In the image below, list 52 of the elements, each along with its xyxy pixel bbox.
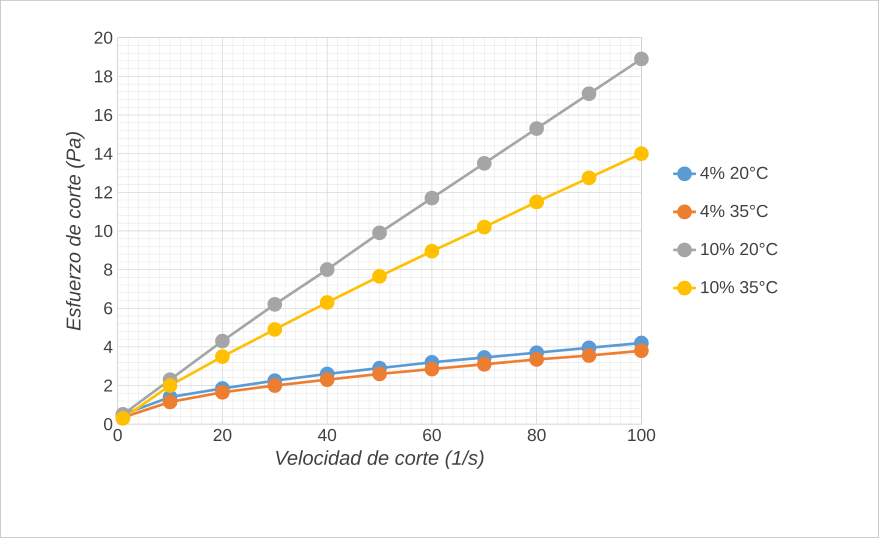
point [372, 366, 387, 382]
point [162, 394, 178, 410]
x-tick-label: 60 [423, 428, 441, 442]
x-tick-label: 20 [214, 428, 232, 442]
point [424, 362, 440, 376]
point [476, 220, 492, 234]
x-tick-label: 0 [114, 428, 122, 442]
legend-label: 10% 35°C [701, 281, 778, 294]
x-tick-label: 100 [628, 428, 656, 442]
point [372, 226, 387, 240]
point [215, 334, 230, 348]
point [634, 52, 649, 66]
y-tick-label: 20 [94, 32, 112, 44]
y-tick-label: 10 [95, 224, 112, 238]
x-axis-title: Velocidad de corte (1/s) [276, 450, 484, 469]
point [634, 343, 649, 358]
y-tick-label: 2 [104, 380, 112, 392]
y-tick-label: 6 [104, 302, 112, 314]
point [320, 372, 334, 388]
y-tick-label: 8 [104, 264, 112, 276]
point [582, 86, 596, 102]
point [372, 269, 387, 284]
legend-label: 4% 35°C [700, 204, 768, 218]
point [529, 121, 544, 136]
point [424, 190, 440, 206]
y-tick-label: 12 [95, 186, 112, 198]
point [267, 322, 282, 337]
x-tick-label: 80 [528, 428, 546, 442]
y-axis-title: Esfuerzo de corte (Pa) [66, 132, 85, 330]
y-tick-label: 16 [95, 108, 112, 122]
legend-label: 4% 20°C [700, 166, 768, 180]
point [529, 352, 544, 367]
y-tick-label: 18 [95, 70, 112, 83]
point [476, 357, 492, 372]
point [320, 295, 334, 310]
y-tick-label: 14 [95, 148, 112, 160]
point [320, 262, 334, 277]
point [634, 146, 649, 162]
point [215, 349, 230, 364]
point [215, 385, 230, 400]
point [476, 156, 492, 171]
legend-label: 10% 20°C [701, 243, 778, 256]
y-tick-label: 4 [104, 340, 112, 353]
y-tick-label: 0 [104, 418, 112, 430]
point [529, 194, 544, 210]
point [424, 244, 440, 259]
point [582, 170, 596, 186]
point [267, 378, 282, 393]
point [582, 348, 596, 363]
point [162, 378, 178, 393]
point [267, 297, 282, 312]
x-tick-label: 40 [318, 428, 336, 442]
